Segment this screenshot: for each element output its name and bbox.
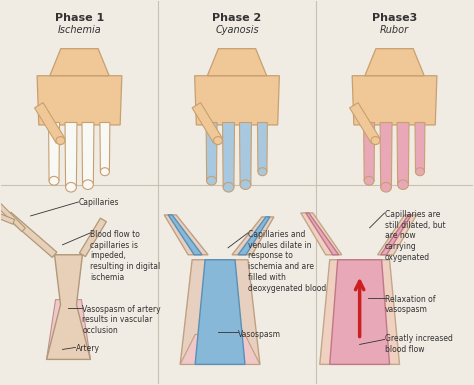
Polygon shape <box>206 122 217 181</box>
Polygon shape <box>0 209 15 224</box>
Polygon shape <box>232 217 274 255</box>
Polygon shape <box>381 215 411 255</box>
Polygon shape <box>195 260 245 364</box>
Ellipse shape <box>213 137 222 145</box>
Text: Blood flow to
capillaries is
impeded,
resulting in digital
ischemia: Blood flow to capillaries is impeded, re… <box>91 230 161 282</box>
Ellipse shape <box>364 176 374 185</box>
Polygon shape <box>365 49 424 76</box>
Polygon shape <box>257 122 267 172</box>
Polygon shape <box>80 218 106 256</box>
Polygon shape <box>46 300 91 359</box>
Text: Phase 1: Phase 1 <box>55 13 104 23</box>
Ellipse shape <box>56 137 65 145</box>
Text: Greatly increased
blood flow: Greatly increased blood flow <box>384 335 453 354</box>
Ellipse shape <box>416 168 424 176</box>
Polygon shape <box>46 255 91 359</box>
Polygon shape <box>37 76 122 125</box>
Ellipse shape <box>82 180 93 189</box>
Polygon shape <box>415 122 425 172</box>
Polygon shape <box>50 49 109 76</box>
Polygon shape <box>65 122 77 187</box>
Ellipse shape <box>398 180 409 189</box>
Polygon shape <box>180 335 260 364</box>
Ellipse shape <box>100 168 109 176</box>
Polygon shape <box>195 76 279 125</box>
Polygon shape <box>207 49 267 76</box>
Text: Ischemia: Ischemia <box>57 25 101 35</box>
Text: Relaxation of
vasospasm: Relaxation of vasospasm <box>384 295 435 315</box>
Polygon shape <box>35 103 65 143</box>
Polygon shape <box>164 215 208 255</box>
Text: Rubor: Rubor <box>380 25 409 35</box>
Text: Capillaries are
still dilated, but
are now
carrying
oxygenated: Capillaries are still dilated, but are n… <box>384 210 445 262</box>
Polygon shape <box>238 217 270 255</box>
Polygon shape <box>100 122 110 172</box>
Text: Capillaries: Capillaries <box>79 198 119 207</box>
Polygon shape <box>397 122 409 185</box>
Polygon shape <box>48 122 60 181</box>
Polygon shape <box>380 122 392 187</box>
Polygon shape <box>6 212 57 258</box>
Polygon shape <box>350 103 380 143</box>
Polygon shape <box>378 215 417 255</box>
Text: Cyanosis: Cyanosis <box>215 25 259 35</box>
Polygon shape <box>364 122 374 181</box>
Ellipse shape <box>381 182 392 192</box>
Ellipse shape <box>240 180 251 189</box>
Polygon shape <box>320 260 400 364</box>
Polygon shape <box>180 260 260 364</box>
Polygon shape <box>239 122 252 185</box>
Text: Artery: Artery <box>75 345 100 353</box>
Polygon shape <box>192 103 222 143</box>
Text: Vasospasm of artery
results in vascular
occlusion: Vasospasm of artery results in vascular … <box>82 305 161 335</box>
Polygon shape <box>306 213 339 255</box>
Polygon shape <box>0 203 26 232</box>
Text: Phase3: Phase3 <box>372 13 417 23</box>
Polygon shape <box>82 122 94 185</box>
Ellipse shape <box>49 176 59 185</box>
Polygon shape <box>222 122 235 187</box>
Text: Capillaries and
venules dilate in
response to
ischemia and are
filled with
deoxy: Capillaries and venules dilate in respon… <box>248 230 326 293</box>
Polygon shape <box>352 76 437 125</box>
Ellipse shape <box>258 168 267 176</box>
Text: Phase 2: Phase 2 <box>212 13 262 23</box>
Ellipse shape <box>223 182 234 192</box>
Polygon shape <box>168 215 202 255</box>
Polygon shape <box>330 260 390 364</box>
Ellipse shape <box>207 176 217 185</box>
Ellipse shape <box>371 137 380 145</box>
Polygon shape <box>301 213 342 255</box>
Ellipse shape <box>65 182 76 192</box>
Text: Vasospasm: Vasospasm <box>238 330 281 338</box>
